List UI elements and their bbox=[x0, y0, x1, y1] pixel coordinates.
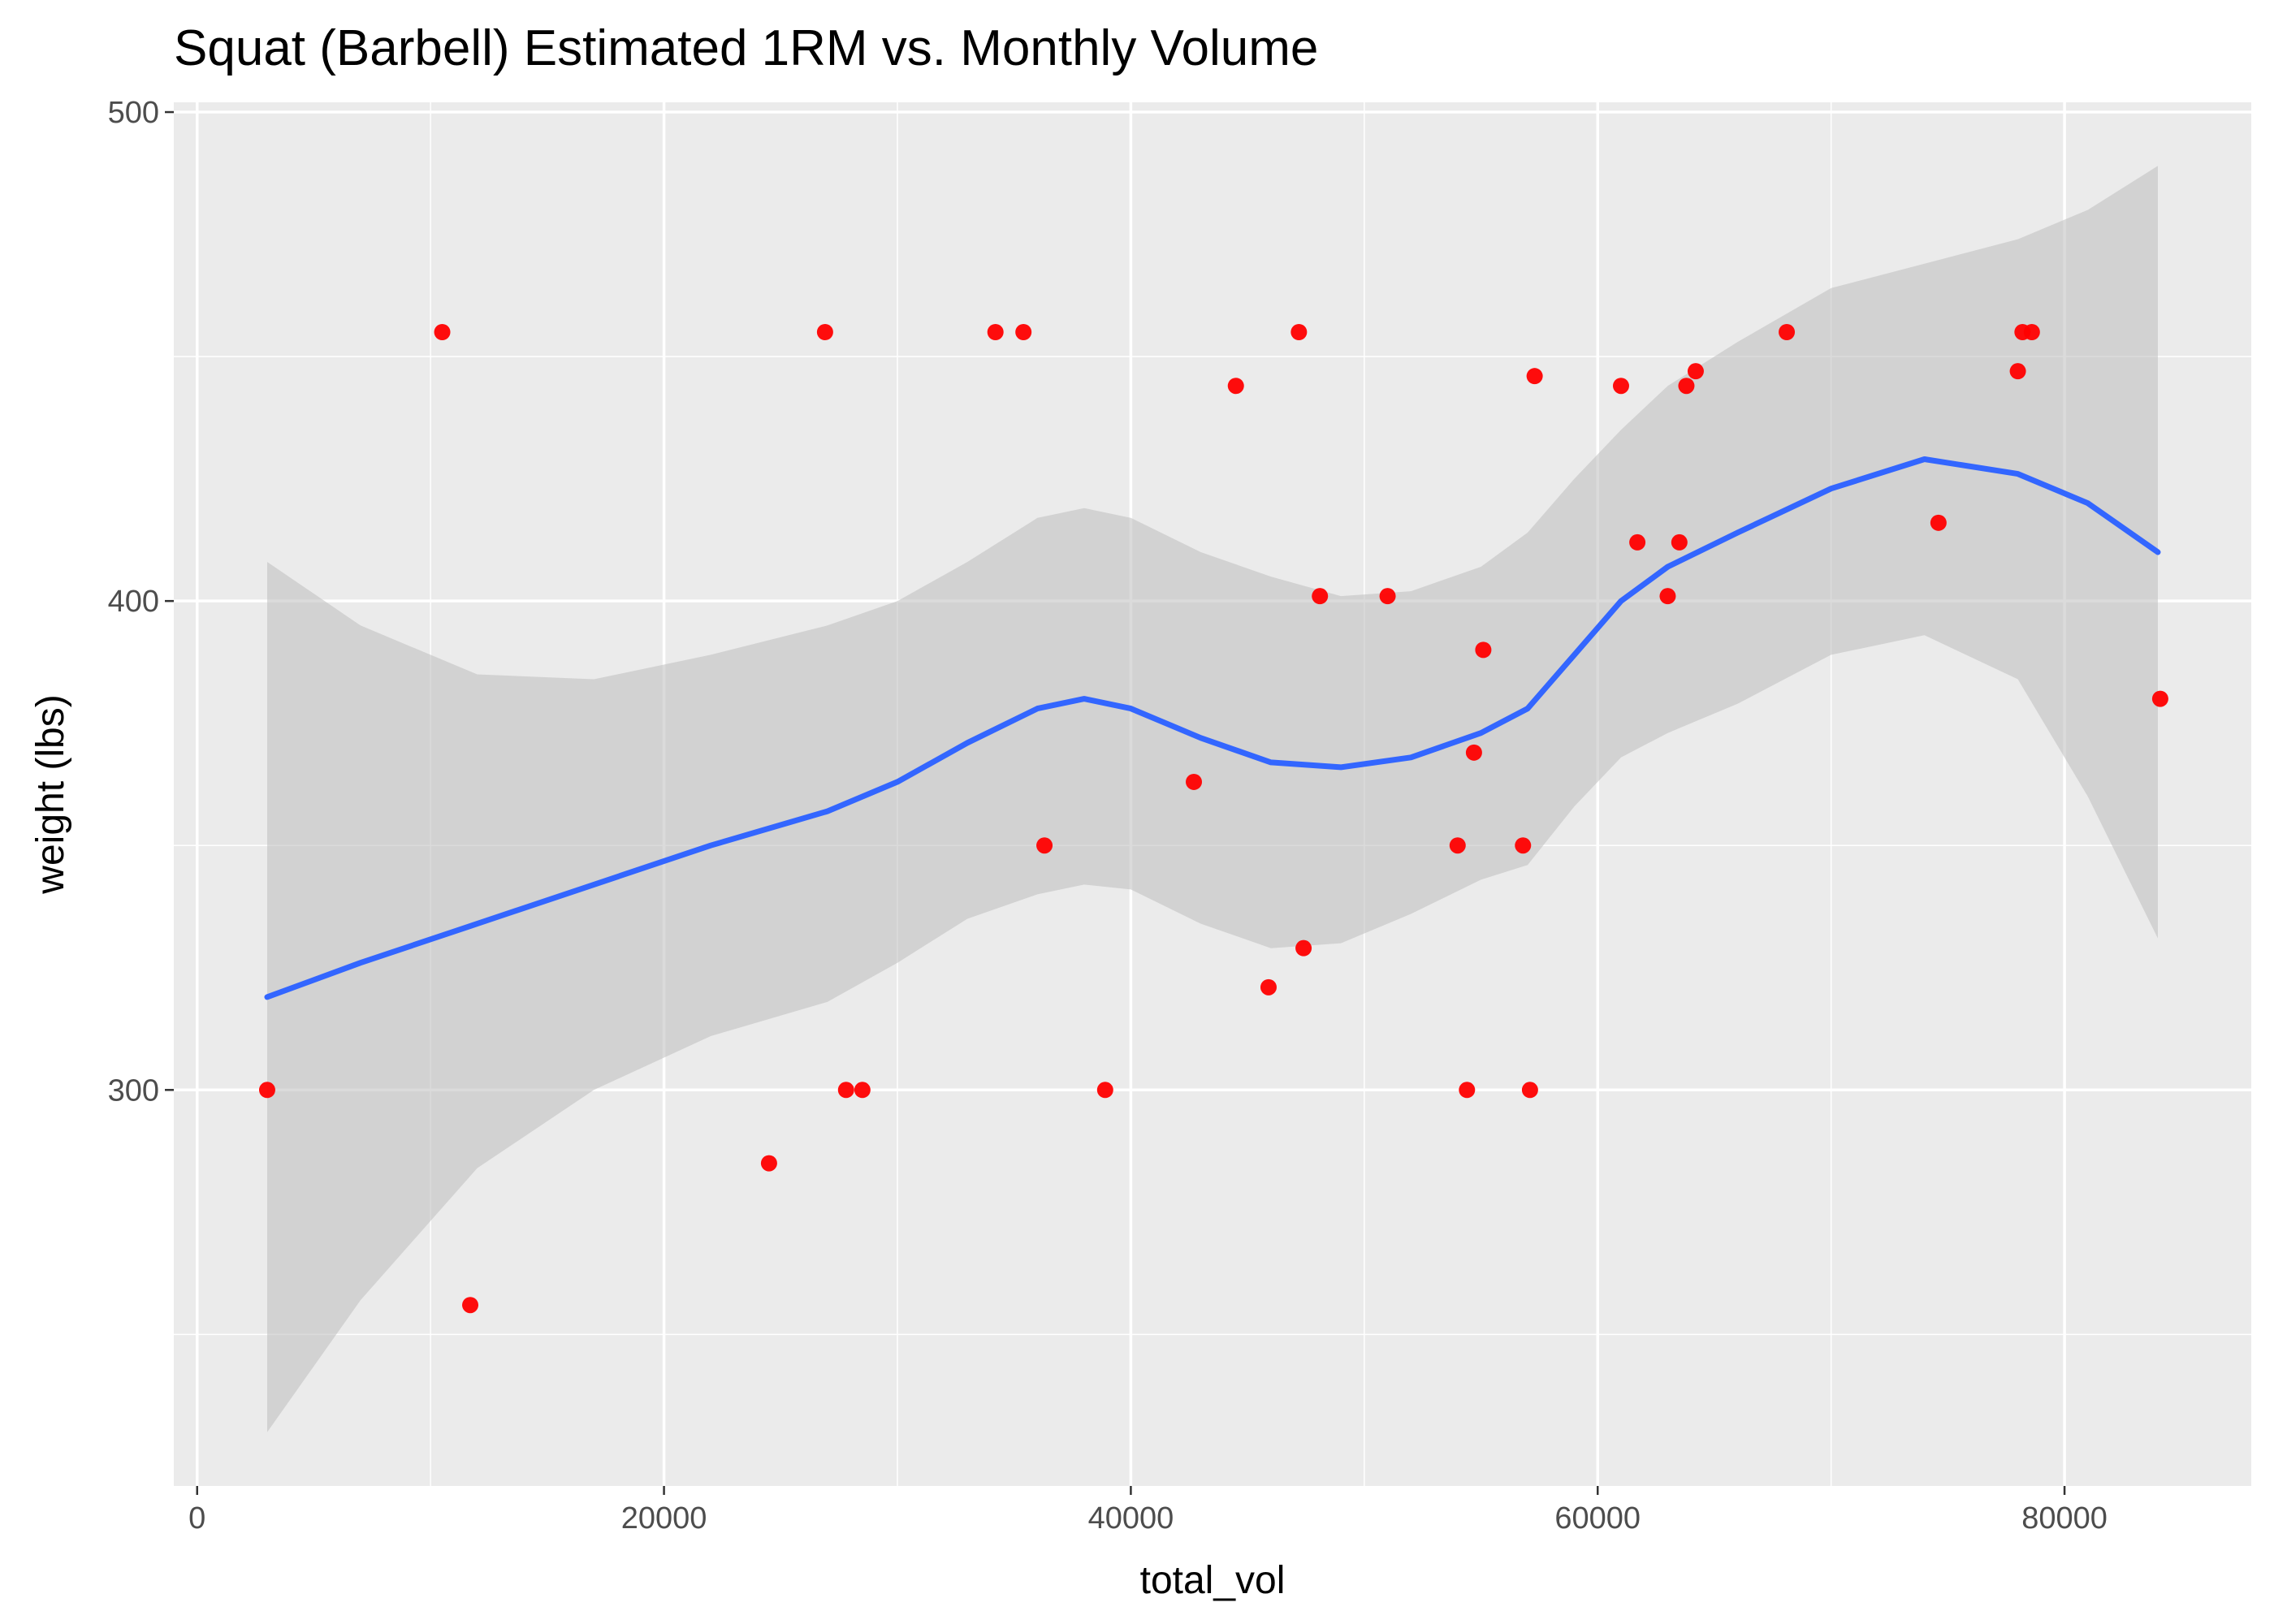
x-tick-label: 0 bbox=[188, 1501, 205, 1535]
axes: 0 20000 40000 60000 80000 300 400 500 bbox=[108, 96, 2108, 1535]
y-tick-label: 500 bbox=[108, 96, 159, 130]
data-point bbox=[816, 323, 833, 340]
y-tick-label: 400 bbox=[108, 585, 159, 619]
data-point bbox=[1186, 773, 1203, 790]
data-point bbox=[1227, 378, 1244, 395]
data-point bbox=[1779, 323, 1796, 340]
data-point bbox=[1295, 939, 1312, 957]
data-point bbox=[1449, 837, 1466, 854]
data-point bbox=[1096, 1082, 1113, 1099]
data-point bbox=[1526, 368, 1543, 385]
y-axis-title: weight (lbs) bbox=[29, 694, 72, 894]
data-point bbox=[1515, 837, 1532, 854]
data-point bbox=[1687, 363, 1704, 380]
data-point bbox=[1930, 514, 1947, 531]
data-point bbox=[1521, 1082, 1538, 1099]
data-point bbox=[1379, 588, 1396, 605]
x-axis-title: total_vol bbox=[1140, 1559, 1286, 1602]
data-point bbox=[1659, 588, 1676, 605]
data-point bbox=[2009, 363, 2026, 380]
x-tick-label: 80000 bbox=[2021, 1501, 2108, 1535]
confidence-band-layer bbox=[267, 166, 2158, 1432]
data-point bbox=[1260, 978, 1277, 996]
data-point bbox=[1678, 378, 1695, 395]
data-point bbox=[854, 1082, 871, 1099]
data-point bbox=[1465, 744, 1482, 761]
x-tick-label: 20000 bbox=[621, 1501, 707, 1535]
data-point bbox=[1015, 323, 1032, 340]
data-point bbox=[1312, 588, 1329, 605]
data-point bbox=[434, 323, 451, 340]
chart-title: Squat (Barbell) Estimated 1RM vs. Monthl… bbox=[174, 20, 1318, 76]
data-point bbox=[987, 323, 1004, 340]
data-points bbox=[258, 323, 2168, 1314]
data-point bbox=[462, 1297, 479, 1314]
data-point bbox=[2151, 690, 2168, 707]
data-point bbox=[1036, 837, 1053, 854]
data-point bbox=[1290, 323, 1308, 340]
y-tick-label: 300 bbox=[108, 1073, 159, 1108]
confidence-band bbox=[267, 166, 2158, 1432]
data-point bbox=[2023, 323, 2040, 340]
data-point bbox=[1459, 1082, 1476, 1099]
data-point bbox=[1671, 533, 1688, 551]
data-point bbox=[258, 1082, 275, 1099]
data-point bbox=[837, 1082, 854, 1099]
smooth-line bbox=[264, 456, 2161, 1000]
data-point bbox=[1612, 378, 1629, 395]
x-tick-label: 60000 bbox=[1554, 1501, 1641, 1535]
data-point bbox=[760, 1155, 777, 1172]
smooth-line-layer bbox=[264, 456, 2161, 1000]
data-point bbox=[1475, 641, 1492, 659]
x-tick-label: 40000 bbox=[1088, 1501, 1174, 1535]
data-point bbox=[1629, 533, 1646, 551]
